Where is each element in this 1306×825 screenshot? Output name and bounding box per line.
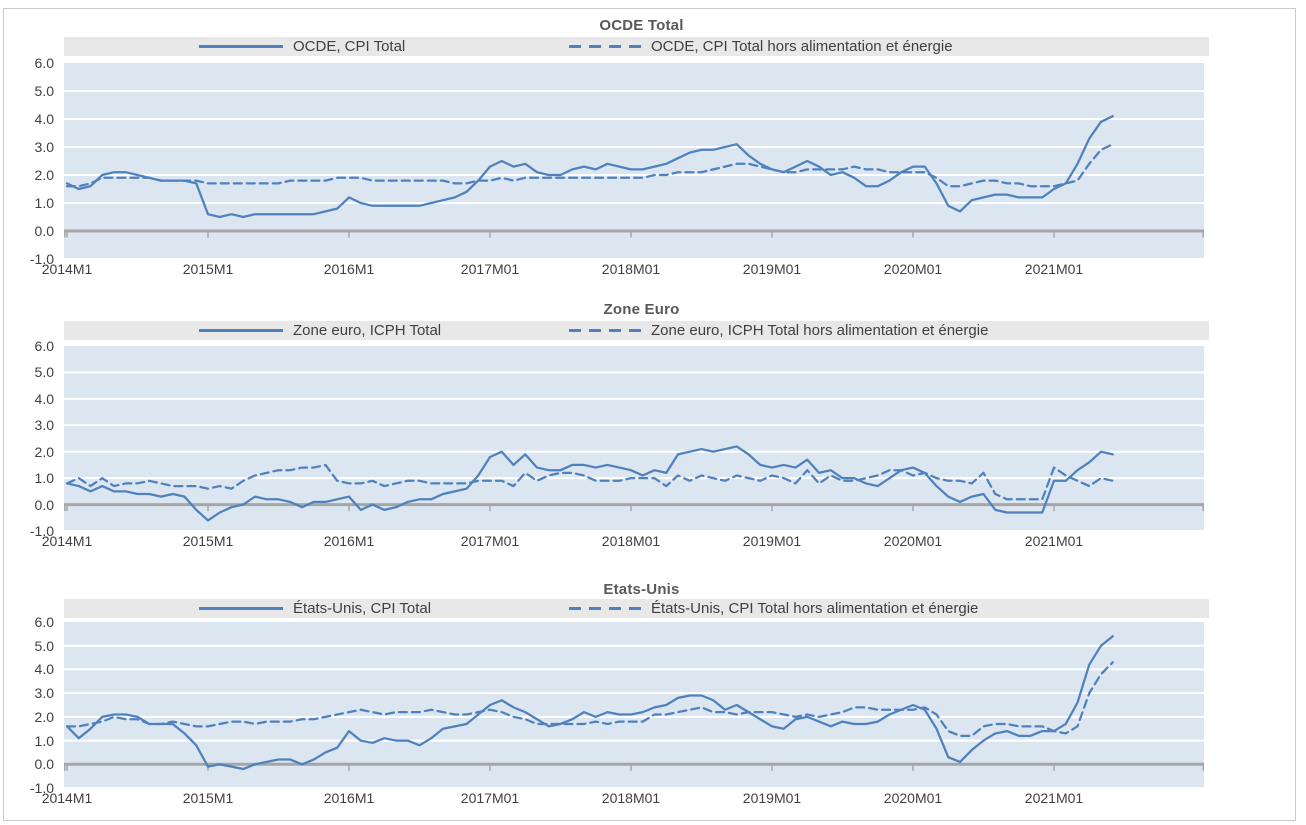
- y-tick-label: 1.0: [34, 732, 54, 749]
- y-tick-label: 2.0: [34, 708, 54, 725]
- y-tick-label: -1.0: [29, 523, 54, 539]
- chart-title: Zone Euro: [603, 301, 680, 318]
- legend-solid-line-sample: [199, 329, 283, 332]
- x-tick-label: 2019M01: [742, 790, 802, 806]
- x-tick-label: 2015M1: [182, 790, 234, 806]
- chart-panel-frame: OCDE Total OCDE, CPI Total OCDE, CPI Tot…: [3, 8, 1296, 821]
- series-line-dashed: [65, 143, 1114, 188]
- x-tick-label: 2017M01: [460, 790, 520, 806]
- legend-item-cpi-core: OCDE, CPI Total hors alimentation et éne…: [569, 37, 953, 56]
- legend-dashed-line-sample: [569, 329, 641, 332]
- y-tick-label: 0.0: [34, 756, 54, 773]
- legend-solid-line-sample: [199, 45, 283, 48]
- chart-title: Etats-Unis: [603, 581, 680, 598]
- y-tick-label: 2.0: [34, 443, 54, 460]
- y-tick-label: 6.0: [34, 55, 54, 71]
- chart-legend: États-Unis, CPI Total États-Unis, CPI To…: [64, 599, 1209, 618]
- plot-area: [64, 622, 1204, 788]
- y-tick-label: -1.0: [29, 780, 54, 796]
- plot-area: [64, 63, 1204, 259]
- x-tick-label: 2015M1: [182, 261, 234, 277]
- legend-label: États-Unis, CPI Total hors alimentation …: [651, 600, 979, 617]
- x-tick-label: 2016M1: [323, 790, 375, 806]
- y-tick-label: -1.0: [29, 251, 54, 267]
- legend-label: OCDE, CPI Total hors alimentation et éne…: [651, 38, 953, 55]
- chart-section-etats-unis: Etats-Unis États-Unis, CPI Total États-U…: [4, 581, 1295, 808]
- y-tick-label: 3.0: [34, 139, 54, 155]
- y-tick-label: 2.0: [34, 167, 54, 183]
- legend-item-cpi-total: OCDE, CPI Total: [199, 37, 405, 56]
- y-tick-label: 1.0: [34, 470, 54, 487]
- y-tick-label: 0.0: [34, 496, 54, 513]
- series-line-solid: [65, 115, 1114, 219]
- x-tick-label: 2020M01: [883, 790, 943, 806]
- x-tick-label: 2014M1: [41, 533, 93, 549]
- legend-label: Zone euro, ICPH Total hors alimentation …: [651, 322, 989, 339]
- x-tick-label: 2020M01: [883, 261, 943, 277]
- x-tick-label: 2021M01: [1024, 533, 1084, 549]
- chart-section-ocde: OCDE Total OCDE, CPI Total OCDE, CPI Tot…: [4, 15, 1295, 279]
- y-tick-label: 6.0: [34, 338, 54, 354]
- legend-item-cpi-total: États-Unis, CPI Total: [199, 599, 431, 618]
- chart-title: OCDE Total: [599, 17, 684, 34]
- legend-solid-line-sample: [199, 607, 283, 610]
- x-tick-label: 2015M1: [182, 533, 234, 549]
- y-tick-label: 3.0: [34, 685, 54, 702]
- x-tick-label: 2018M01: [601, 533, 661, 549]
- x-tick-label: 2019M01: [742, 533, 802, 549]
- y-axis: 6.0 5.0 4.0 3.0 2.0 1.0 0.0 -1.0: [4, 614, 64, 796]
- y-tick-label: 5.0: [34, 637, 54, 654]
- x-tick-label: 2021M01: [1024, 790, 1084, 806]
- legend-item-cpi-core: Zone euro, ICPH Total hors alimentation …: [569, 321, 988, 340]
- x-tick-label: 2016M1: [323, 261, 375, 277]
- legend-label: Zone euro, ICPH Total: [293, 322, 442, 339]
- x-tick-label: 2016M1: [323, 533, 375, 549]
- x-tick-label: 2014M1: [41, 790, 93, 806]
- x-axis: 2014M1 2015M1 2016M1 2017M01 2018M01 2019M01 2…: [4, 531, 1295, 551]
- y-tick-label: 5.0: [34, 364, 54, 381]
- y-tick-label: 6.0: [34, 614, 54, 630]
- y-tick-label: 4.0: [34, 111, 54, 127]
- plot-area: [64, 346, 1204, 531]
- legend-dashed-line-sample: [569, 45, 641, 48]
- x-tick-label: 2021M01: [1024, 261, 1084, 277]
- legend-item-cpi-total: Zone euro, ICPH Total: [199, 321, 441, 340]
- x-tick-label: 2019M01: [742, 261, 802, 277]
- chart-legend: Zone euro, ICPH Total Zone euro, ICPH To…: [64, 321, 1209, 340]
- x-tick-label: 2020M01: [883, 533, 943, 549]
- legend-label: OCDE, CPI Total: [293, 38, 406, 55]
- series-line-dashed: [65, 463, 1114, 501]
- y-tick-label: 1.0: [34, 195, 54, 211]
- legend-label: États-Unis, CPI Total: [293, 600, 432, 617]
- x-tick-label: 2017M01: [460, 533, 520, 549]
- x-tick-label: 2018M01: [601, 261, 661, 277]
- chart-legend: OCDE, CPI Total OCDE, CPI Total hors ali…: [64, 37, 1209, 56]
- y-tick-label: 4.0: [34, 661, 54, 678]
- y-tick-label: 3.0: [34, 417, 54, 434]
- y-axis: 6.0 5.0 4.0 3.0 2.0 1.0 0.0 -1.0: [4, 338, 64, 539]
- y-tick-label: 4.0: [34, 390, 54, 407]
- series-line-solid: [65, 445, 1114, 522]
- x-tick-label: 2017M01: [460, 261, 520, 277]
- series-line-dashed: [65, 661, 1114, 737]
- legend-dashed-line-sample: [569, 607, 641, 610]
- y-axis: 6.0 5.0 4.0 3.0 2.0 1.0 0.0 -1.0: [4, 55, 64, 267]
- series-line-solid: [65, 635, 1114, 771]
- legend-item-cpi-core: États-Unis, CPI Total hors alimentation …: [569, 599, 978, 618]
- chart-section-zone-euro: Zone Euro Zone euro, ICPH Total Zone eur…: [4, 299, 1295, 551]
- y-tick-label: 5.0: [34, 83, 54, 99]
- y-tick-label: 0.0: [34, 223, 54, 239]
- x-tick-label: 2014M1: [41, 261, 93, 277]
- x-axis: 2014M1 2015M1 2016M1 2017M01 2018M01 2019M01 2…: [4, 259, 1295, 279]
- x-tick-label: 2018M01: [601, 790, 661, 806]
- x-axis: 2014M1 2015M1 2016M1 2017M01 2018M01 2019M01 2…: [4, 788, 1295, 808]
